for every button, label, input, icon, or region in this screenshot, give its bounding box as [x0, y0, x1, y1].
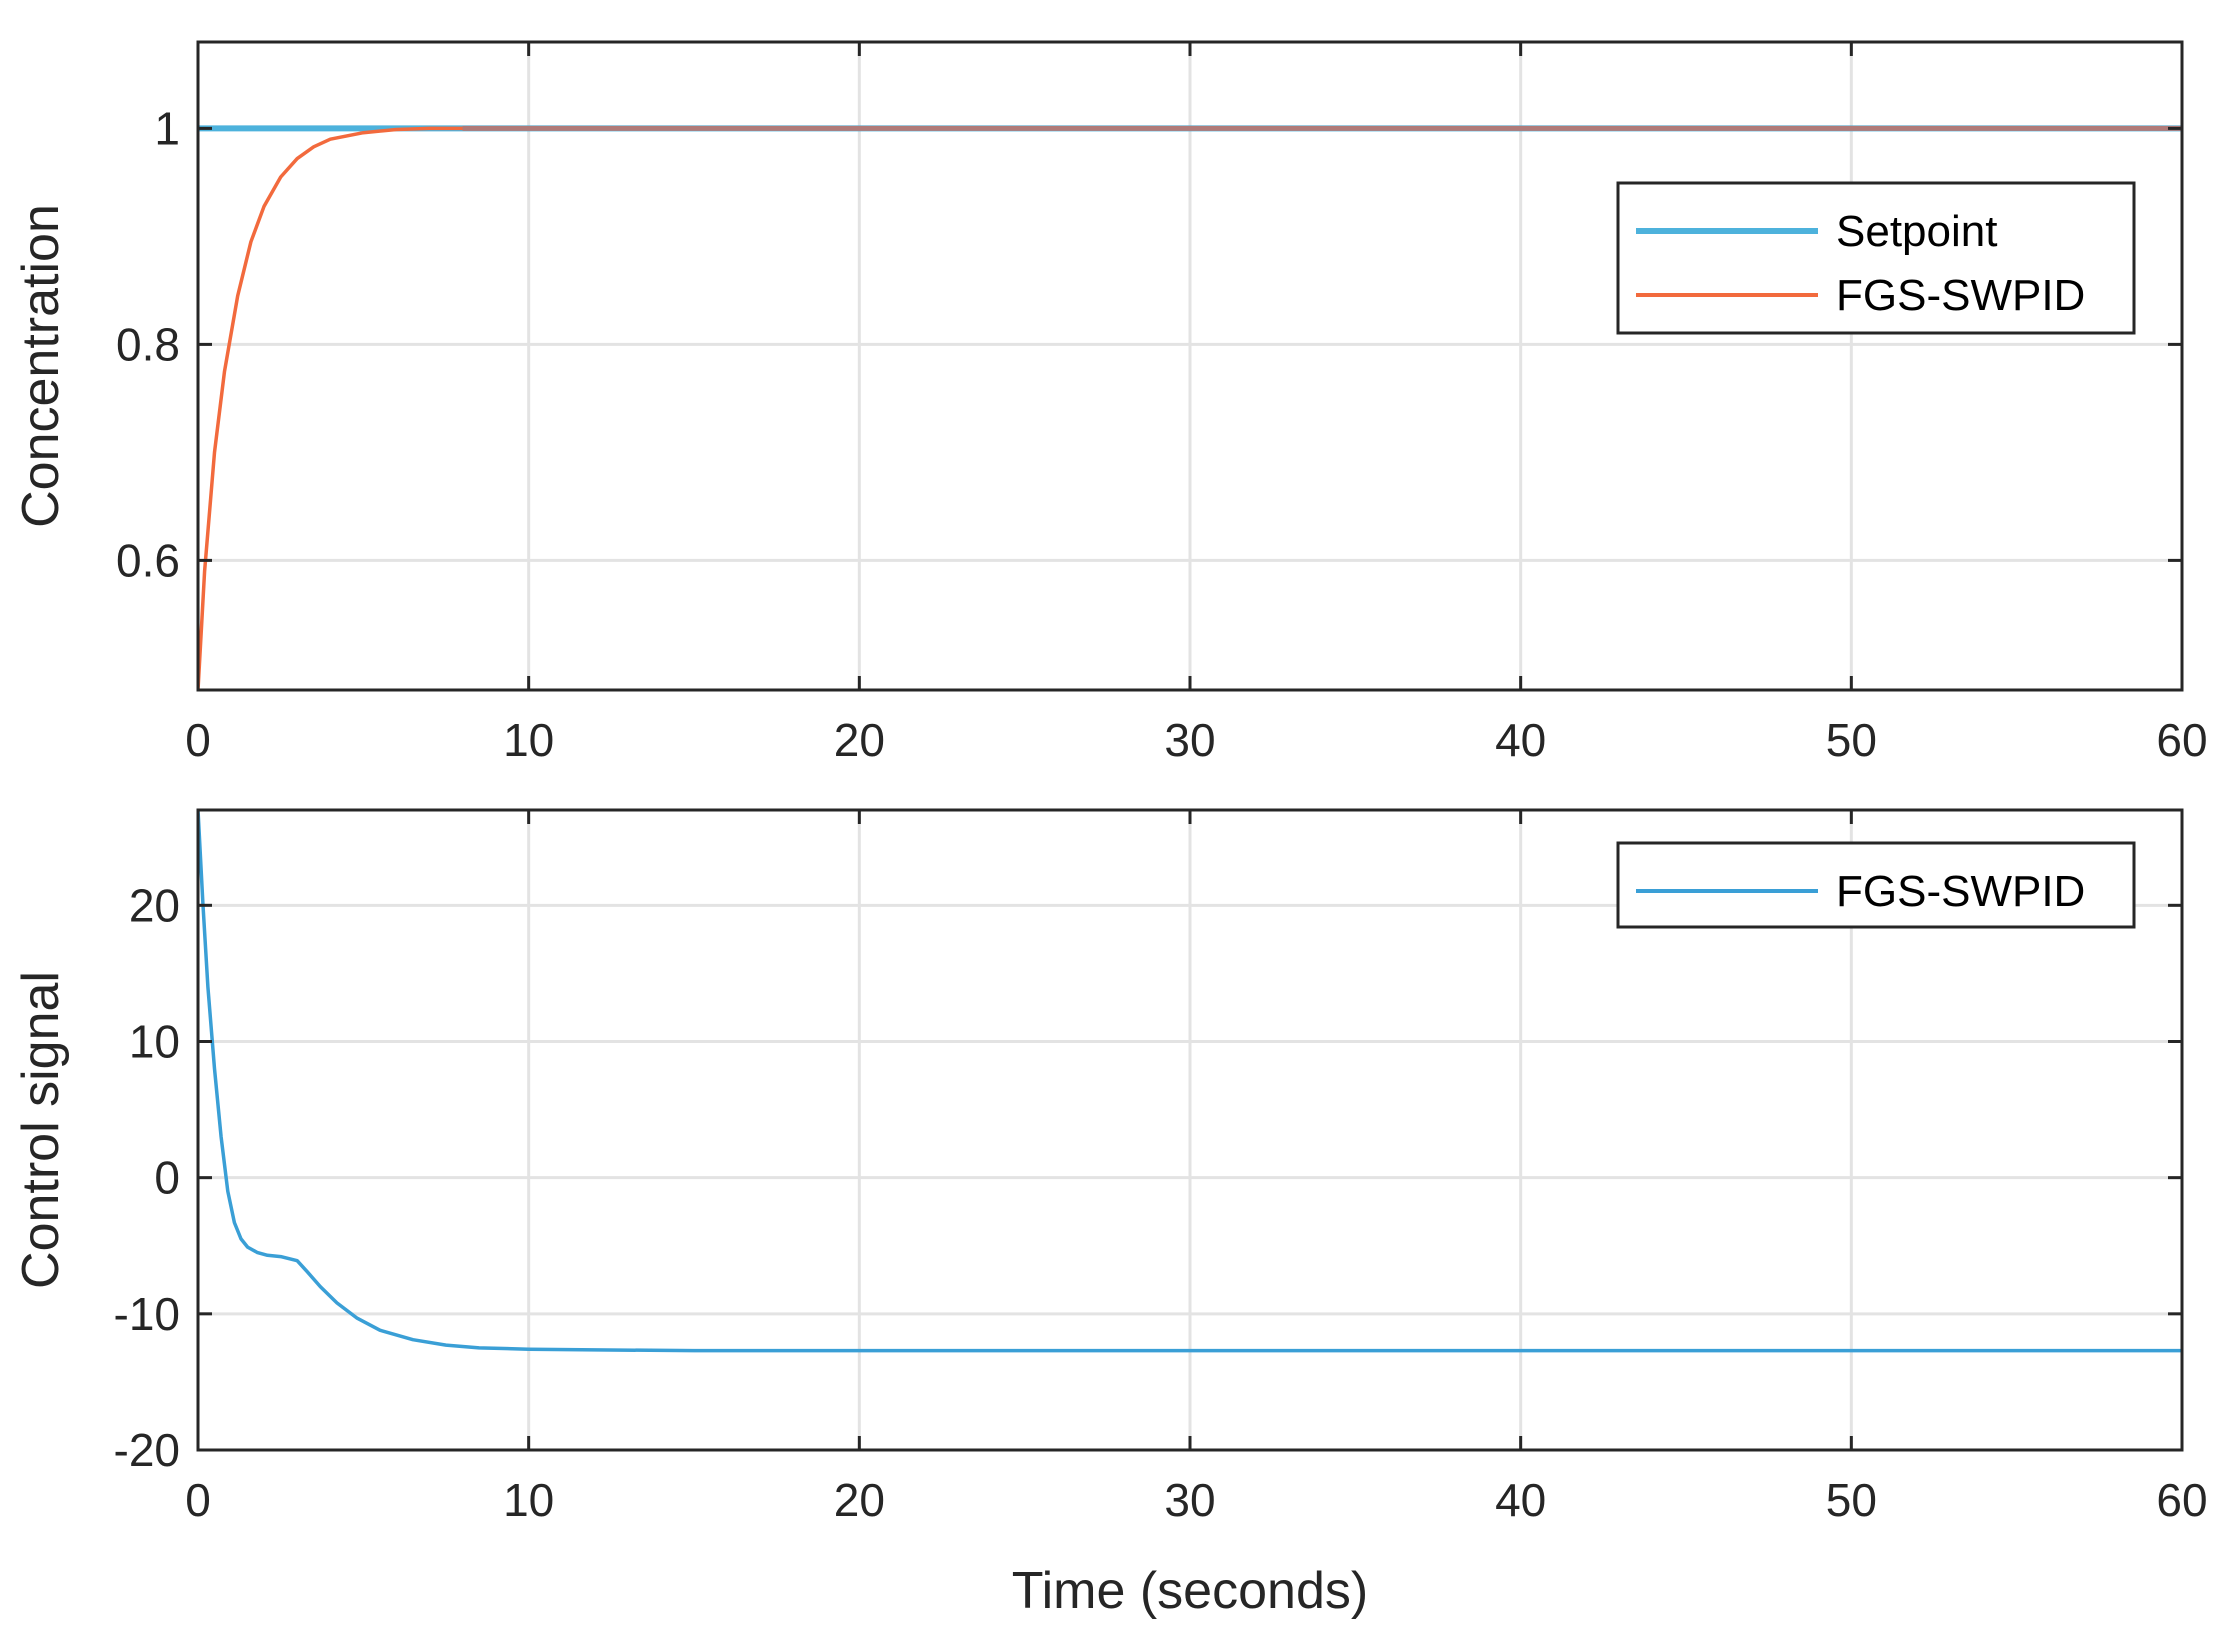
- x-tick-label: 30: [1164, 1474, 1215, 1526]
- series-group: [198, 125, 2182, 690]
- y-tick-label: 0.6: [116, 534, 180, 586]
- x-tick-label: 10: [503, 714, 554, 766]
- series-line-fgs-swpid: [198, 810, 2182, 1353]
- x-tick-label: 20: [834, 1474, 885, 1526]
- x-tick-label: 60: [2156, 714, 2207, 766]
- legend: Setpoint FGS-SWPID: [1616, 181, 2136, 335]
- x-tick-label: 50: [1826, 714, 1877, 766]
- y-tick-label: -10: [114, 1288, 180, 1340]
- legend: FGS-SWPID: [1616, 841, 2136, 929]
- x-tick-label: 10: [503, 1474, 554, 1526]
- y-tick-label: 20: [129, 879, 180, 931]
- x-tick-label: 0: [185, 714, 211, 766]
- y-tick-label: 1: [154, 102, 180, 154]
- x-tick-label: 50: [1826, 1474, 1877, 1526]
- legend-box: [1616, 181, 2136, 335]
- control-signal-plot: 0 10 20 30 40 50 60 -20 -10 0 10 20 Control signal Ti…: [12, 808, 2208, 1620]
- legend-label: FGS-SWPID: [1836, 867, 2085, 916]
- legend-label: FGS-SWPID: [1836, 271, 2085, 320]
- y-tick-label: -20: [114, 1424, 180, 1476]
- legend-label: Setpoint: [1836, 207, 1997, 256]
- x-axis-title: Time (seconds): [1012, 1562, 1368, 1620]
- x-tick-label: 20: [834, 714, 885, 766]
- y-tick-label: 0.8: [116, 318, 180, 370]
- x-tick-label: 60: [2156, 1474, 2207, 1526]
- x-tick-label: 30: [1164, 714, 1215, 766]
- y-axis-title: Control signal: [12, 971, 70, 1289]
- x-tick-label: 40: [1495, 714, 1546, 766]
- y-tick-label: 10: [129, 1015, 180, 1067]
- y-axis-title: Concentration: [12, 204, 70, 528]
- concentration-plot: 0 10 20 30 40 50 60 0.6 0.8 1 Concentration Setpoin…: [12, 40, 2208, 766]
- y-tick-label: 0: [154, 1152, 180, 1204]
- legend-box: [1616, 841, 2136, 929]
- series-group: [198, 810, 2182, 1353]
- x-tick-label: 40: [1495, 1474, 1546, 1526]
- x-tick-label: 0: [185, 1474, 211, 1526]
